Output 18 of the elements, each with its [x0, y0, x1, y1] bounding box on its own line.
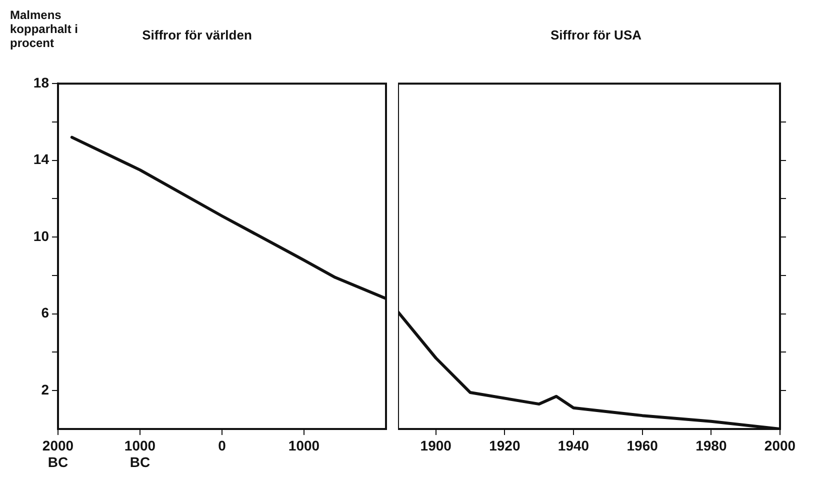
x-tick-label: 1000 BC — [124, 437, 156, 470]
x-tick-label: 2000 — [764, 437, 796, 454]
x-tick-label: 1960 — [626, 437, 658, 454]
x-tick-label: 1980 — [696, 437, 727, 454]
chart-title: Siffror för världen — [142, 27, 252, 42]
x-tick-label: 1920 — [489, 437, 520, 454]
y-tick-label: 6 — [41, 304, 50, 321]
chart-title: Siffror för USA — [550, 27, 642, 42]
x-tick-label: 1000 — [288, 437, 320, 454]
y-axis-title: Malmens kopparhalt i procent — [10, 8, 80, 50]
x-tick-label: 0 — [218, 437, 226, 454]
x-tick-label: 1900 — [420, 437, 452, 454]
y-tick-label: 18 — [33, 74, 50, 90]
x-tick-label: 1940 — [558, 437, 590, 454]
y-tick-label: 10 — [33, 228, 50, 244]
y-tick-label: 2 — [41, 381, 50, 398]
y-tick-label: 14 — [33, 151, 50, 168]
x-tick-label: 2000 BC — [42, 437, 74, 470]
